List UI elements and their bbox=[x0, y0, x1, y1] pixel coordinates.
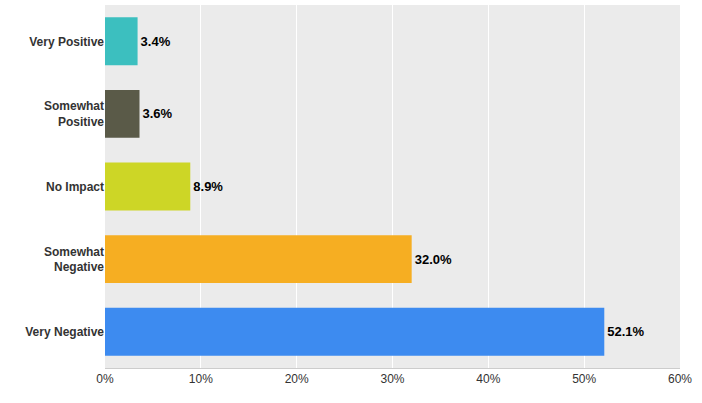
svg-text:Very Negative: Very Negative bbox=[25, 325, 104, 339]
svg-text:40%: 40% bbox=[476, 372, 500, 386]
svg-text:30%: 30% bbox=[380, 372, 404, 386]
svg-text:SomewhatPositive: SomewhatPositive bbox=[44, 99, 104, 129]
svg-text:32.0%: 32.0% bbox=[415, 252, 452, 267]
svg-text:No Impact: No Impact bbox=[46, 180, 104, 194]
svg-text:Very Positive: Very Positive bbox=[29, 35, 104, 49]
svg-text:10%: 10% bbox=[189, 372, 213, 386]
svg-text:0%: 0% bbox=[96, 372, 114, 386]
svg-text:50%: 50% bbox=[572, 372, 596, 386]
svg-text:52.1%: 52.1% bbox=[607, 324, 644, 339]
svg-text:8.9%: 8.9% bbox=[193, 179, 223, 194]
svg-text:20%: 20% bbox=[285, 372, 309, 386]
svg-text:60%: 60% bbox=[668, 372, 692, 386]
svg-text:3.6%: 3.6% bbox=[143, 106, 173, 121]
svg-text:3.4%: 3.4% bbox=[141, 34, 171, 49]
svg-text:SomewhatNegative: SomewhatNegative bbox=[44, 245, 104, 275]
